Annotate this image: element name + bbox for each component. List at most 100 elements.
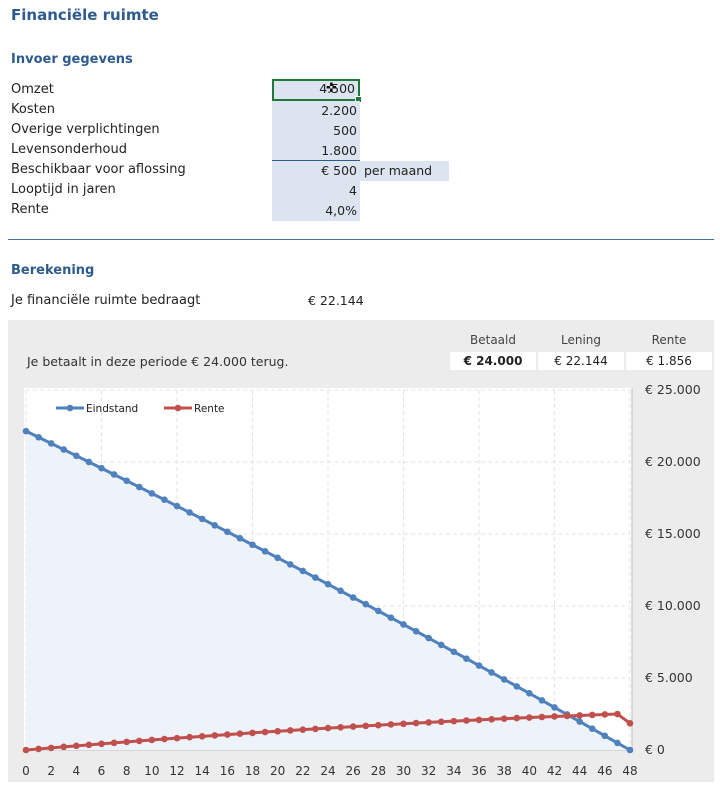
eindstand-point xyxy=(362,600,370,608)
rente-point xyxy=(626,719,634,727)
col-rente: Rente xyxy=(651,333,687,347)
input-overige[interactable]: 500 xyxy=(272,121,360,141)
legend-eindstand-label: Eindstand xyxy=(86,403,138,415)
rente-point xyxy=(500,715,508,722)
eindstand-point xyxy=(400,621,407,628)
x-tick-label: 0 xyxy=(22,764,30,778)
legend-rente-label: Rente xyxy=(194,403,225,415)
rente-point xyxy=(148,736,156,744)
eindstand-point xyxy=(211,522,219,529)
input-levensonderhoud[interactable]: 1.800 xyxy=(272,141,360,161)
x-tick-label: 40 xyxy=(522,764,537,778)
rente-point xyxy=(85,741,93,749)
rente-point xyxy=(286,727,294,734)
col-lening: Lening xyxy=(560,333,602,347)
cell-cursor-icon: ✜ xyxy=(326,81,337,96)
eindstand-point xyxy=(35,433,42,441)
input-looptijd[interactable]: 4 xyxy=(272,181,360,201)
eindstand-point xyxy=(224,528,231,536)
label-overige: Overige verplichtingen xyxy=(11,122,160,137)
rente-point xyxy=(337,724,344,731)
eindstand-point xyxy=(387,614,395,621)
eindstand-point xyxy=(286,561,294,568)
rente-point xyxy=(425,719,432,726)
rente-point xyxy=(324,724,332,732)
input-rente[interactable]: 4,0% xyxy=(272,201,360,221)
label-financiele-ruimte: Je financiële ruimte bedraagt xyxy=(11,293,201,308)
x-tick-label: 12 xyxy=(169,764,184,778)
rente-point xyxy=(437,718,445,726)
x-tick-label: 10 xyxy=(144,764,159,778)
eindstand-point xyxy=(349,594,357,601)
y-tick-label: € 5.000 xyxy=(645,670,693,685)
rente-point xyxy=(299,726,307,733)
eindstand-point xyxy=(198,515,206,523)
rente-point xyxy=(274,727,281,735)
eindstand-point xyxy=(488,669,495,676)
x-tick-label: 44 xyxy=(572,764,587,778)
rente-point xyxy=(22,746,30,754)
x-tick-label: 46 xyxy=(597,764,612,778)
eindstand-point xyxy=(437,641,445,649)
rente-point xyxy=(236,730,244,738)
rente-point xyxy=(450,717,458,725)
rente-point xyxy=(526,714,533,721)
rente-point xyxy=(123,738,130,746)
rente-point xyxy=(387,721,395,728)
eindstand-point xyxy=(551,704,558,711)
label-omzet: Omzet xyxy=(11,82,54,97)
rente-point xyxy=(513,714,521,722)
x-tick-label: 28 xyxy=(371,764,386,778)
rente-point xyxy=(261,728,269,736)
x-tick-label: 32 xyxy=(421,764,436,778)
y-tick-label: € 10.000 xyxy=(645,598,701,613)
eindstand-point xyxy=(60,446,68,453)
rente-point xyxy=(249,729,256,737)
rente-point xyxy=(412,719,420,727)
rente-point xyxy=(98,740,105,748)
page-title: Financiële ruimte xyxy=(11,6,159,24)
eindstand-point xyxy=(85,458,93,466)
eindstand-point xyxy=(425,634,432,642)
y-tick-label: € 20.000 xyxy=(645,454,701,469)
eindstand-point xyxy=(123,477,130,485)
eindstand-point xyxy=(22,427,30,435)
label-levensonderhoud: Levensonderhoud xyxy=(11,142,127,157)
rente-point xyxy=(475,716,483,724)
eindstand-point xyxy=(274,554,281,562)
eindstand-point xyxy=(73,452,80,460)
rente-point xyxy=(47,744,55,752)
rente-point xyxy=(110,739,118,747)
value-beschikbaar: € 500 xyxy=(272,161,360,181)
eindstand-point xyxy=(249,541,256,549)
x-tick-label: 38 xyxy=(497,764,512,778)
rente-point xyxy=(60,743,68,751)
eindstand-point xyxy=(463,655,470,662)
rente-point xyxy=(488,715,495,723)
eindstand-point xyxy=(412,627,420,635)
total-rente: € 1.856 xyxy=(626,352,712,370)
total-betaald: € 24.000 xyxy=(450,352,536,370)
label-beschikbaar: Beschikbaar voor aflossing xyxy=(11,162,186,177)
rente-point xyxy=(538,713,546,721)
input-kosten[interactable]: 2.200 xyxy=(272,101,360,121)
eindstand-point xyxy=(626,746,634,754)
section-divider xyxy=(8,239,714,240)
eindstand-area xyxy=(26,431,630,750)
rente-point xyxy=(211,732,219,739)
eindstand-point xyxy=(161,496,168,504)
rente-point xyxy=(35,745,42,753)
rente-point xyxy=(312,725,319,733)
eindstand-point xyxy=(186,509,193,516)
legend-rente-marker xyxy=(174,404,182,412)
eindstand-point xyxy=(98,464,105,472)
subtotal-divider xyxy=(272,160,360,161)
eindstand-point xyxy=(538,697,546,704)
rente-point xyxy=(563,712,571,720)
eindstand-point xyxy=(135,483,143,491)
x-tick-label: 2 xyxy=(47,764,55,778)
y-tick-label: € 15.000 xyxy=(645,526,701,541)
suffix-per-maand: per maand xyxy=(360,161,449,181)
eindstand-point xyxy=(475,662,483,669)
